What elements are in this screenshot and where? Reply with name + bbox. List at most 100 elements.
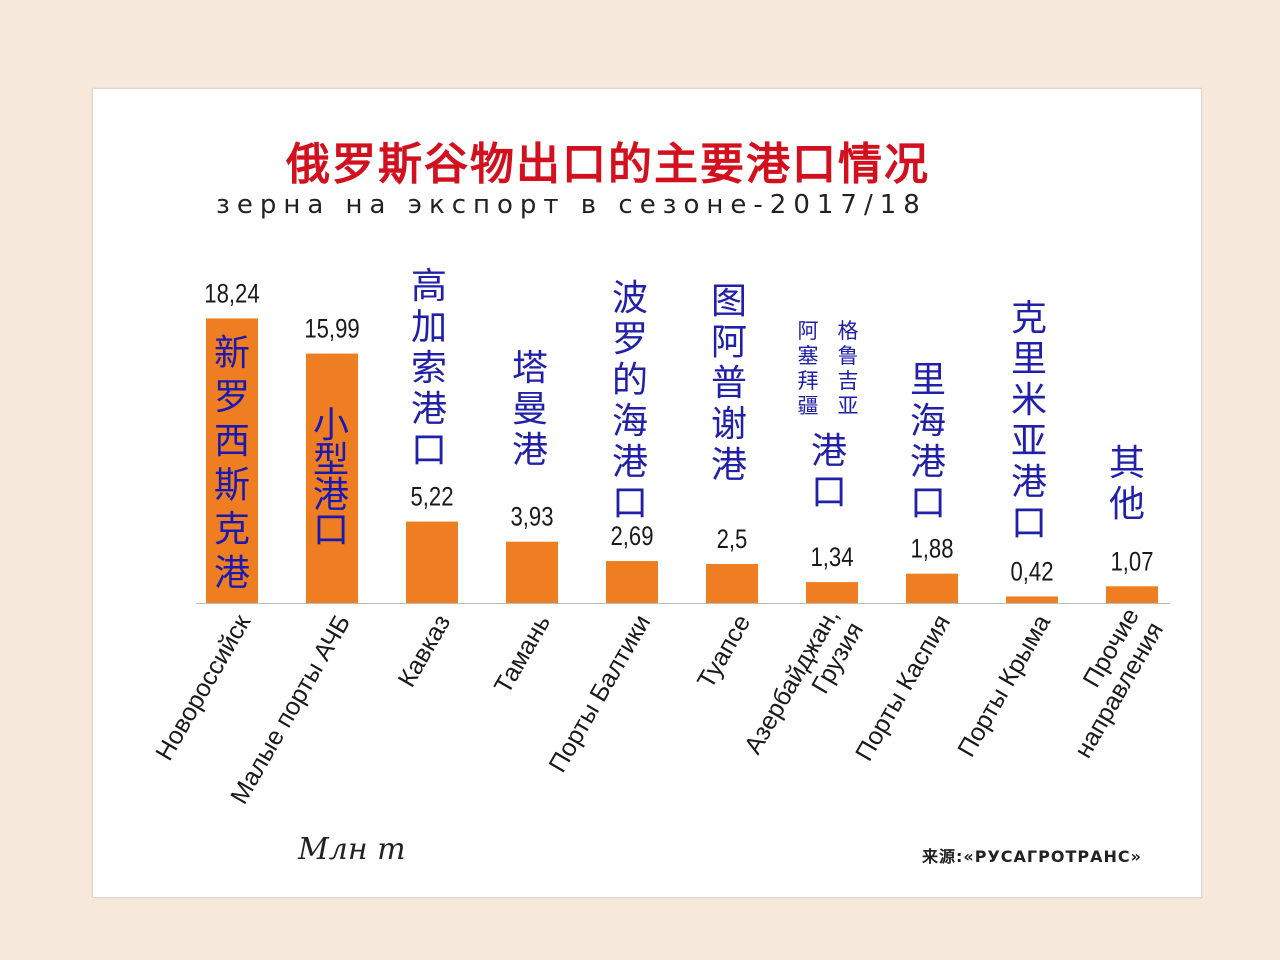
category-label-line: Тамань <box>489 610 556 698</box>
annotation-char: 港 <box>411 389 447 430</box>
value-label-2: 15,99 <box>304 315 359 345</box>
annotation-char: 海 <box>612 401 648 442</box>
annotation-char: 吉 <box>838 369 859 393</box>
bar-10 <box>1106 586 1158 603</box>
annotation-10: 其他 <box>1109 443 1145 525</box>
annotation-char: 曼 <box>512 389 548 430</box>
annotation-char: 口 <box>811 472 847 513</box>
annotation-char: 米 <box>1011 380 1047 421</box>
annotation-char: 港 <box>214 553 250 594</box>
annotation-char: 斯 <box>214 465 250 506</box>
bar-6 <box>706 564 758 603</box>
annotation-char: 亚 <box>1011 421 1047 462</box>
annotation-char: 港 <box>811 431 847 472</box>
value-label-3: 5,22 <box>410 483 453 513</box>
category-label-6: Туапсе <box>692 610 756 693</box>
bar-3 <box>406 521 458 603</box>
category-label-1: Новороссийск <box>150 609 256 765</box>
annotation-6: 图阿普谢港 <box>711 281 747 486</box>
category-label-7: Азербайджан,Грузия <box>739 604 869 773</box>
chart-card <box>92 88 1202 898</box>
value-label-6: 2,5 <box>717 525 748 555</box>
annotation-char: 其 <box>1109 443 1145 484</box>
annotation-char: 口 <box>1011 503 1047 544</box>
category-label-line: Новороссийск <box>150 609 256 765</box>
annotation-char: 口 <box>910 483 946 524</box>
bar-1 <box>206 318 258 603</box>
annotation-char: 拜 <box>798 369 819 393</box>
bar-7 <box>806 582 858 603</box>
annotation-char: 普 <box>711 363 747 404</box>
annotation-char: 港 <box>910 442 946 483</box>
annotation-char: 西 <box>214 421 250 462</box>
annotation-char: 图 <box>711 281 747 322</box>
annotation-char: 口 <box>612 483 648 524</box>
annotation-char: 谢 <box>711 404 747 445</box>
bar-4 <box>506 541 558 603</box>
annotation-2: 小型港口 <box>313 405 349 551</box>
annotation-char: 港 <box>711 445 747 486</box>
annotation-char: 港 <box>313 475 349 516</box>
category-label-line: Кавказ <box>393 610 456 692</box>
annotation-char: 疆 <box>798 394 819 418</box>
annotation-char: 波 <box>612 278 648 319</box>
annotation-char: 小 <box>313 405 349 446</box>
annotation-char: 塔 <box>512 348 548 389</box>
annotation-char: 口 <box>411 430 447 471</box>
category-label-line: Порты Балтики <box>543 610 656 777</box>
annotation-4: 塔曼港 <box>512 348 548 471</box>
annotation-char: 亚 <box>838 394 859 418</box>
annotation-char: 里 <box>910 360 946 401</box>
annotation-char: 克 <box>214 509 250 550</box>
bar-8 <box>906 573 958 603</box>
category-label-4: Тамань <box>489 610 556 698</box>
value-label-8: 1,88 <box>910 535 953 565</box>
category-label-9: Порты Крыма <box>952 610 1056 762</box>
annotation-1: 新罗西斯克港 <box>214 333 250 594</box>
annotation-char: 新 <box>214 333 250 374</box>
bar-2 <box>306 353 358 603</box>
annotation-char: 口 <box>313 510 349 551</box>
annotation-char: 阿 <box>798 319 819 343</box>
annotation-char: 港 <box>512 430 548 471</box>
category-label-line: Порты Крыма <box>952 610 1056 762</box>
unit-label: Млн т <box>298 832 406 867</box>
annotation-char: 港 <box>612 442 648 483</box>
annotation-7c: 港口 <box>811 431 847 513</box>
annotation-7a: 阿塞拜疆 <box>798 319 819 418</box>
source-label: 来源:«РУСАГРОТРАНС» <box>922 847 1142 866</box>
annotation-char: 港 <box>1011 462 1047 503</box>
value-label-10: 1,07 <box>1110 547 1153 577</box>
value-label-4: 3,93 <box>510 503 553 533</box>
annotation-char: 的 <box>612 360 648 401</box>
chart-subtitle: зерна на экспорт в сезоне-2017/18 <box>216 190 927 220</box>
value-label-1: 18,24 <box>204 279 259 309</box>
annotation-5: 波罗的海港口 <box>612 278 648 524</box>
bar-9 <box>1006 596 1058 603</box>
category-label-3: Кавказ <box>393 610 456 692</box>
annotation-char: 罗 <box>214 377 250 418</box>
annotation-char: 型 <box>313 440 349 481</box>
bar-5 <box>606 561 658 603</box>
category-label-5: Порты Балтики <box>543 610 656 777</box>
annotation-char: 克 <box>1011 298 1047 339</box>
value-label-9: 0,42 <box>1010 557 1053 587</box>
annotation-char: 索 <box>411 348 447 389</box>
annotation-char: 格 <box>838 319 859 343</box>
annotation-char: 阿 <box>711 322 747 363</box>
category-label-10: Прочиенаправления <box>1045 604 1169 763</box>
annotation-7b: 格鲁吉亚 <box>838 319 859 418</box>
annotation-char: 他 <box>1109 484 1145 525</box>
annotation-char: 加 <box>411 307 447 348</box>
annotation-char: 里 <box>1011 339 1047 380</box>
value-label-5: 2,69 <box>610 522 653 552</box>
category-label-line: Туапсе <box>692 610 756 693</box>
annotation-char: 罗 <box>612 319 648 360</box>
annotation-char: 高 <box>411 266 447 307</box>
annotation-char: 塞 <box>798 344 819 368</box>
annotation-3: 高加索港口 <box>411 266 447 471</box>
chart-title: 俄罗斯谷物出口的主要港口情况 <box>286 139 930 190</box>
annotation-8: 里海港口 <box>910 360 946 524</box>
annotation-9: 克里米亚港口 <box>1011 298 1047 544</box>
